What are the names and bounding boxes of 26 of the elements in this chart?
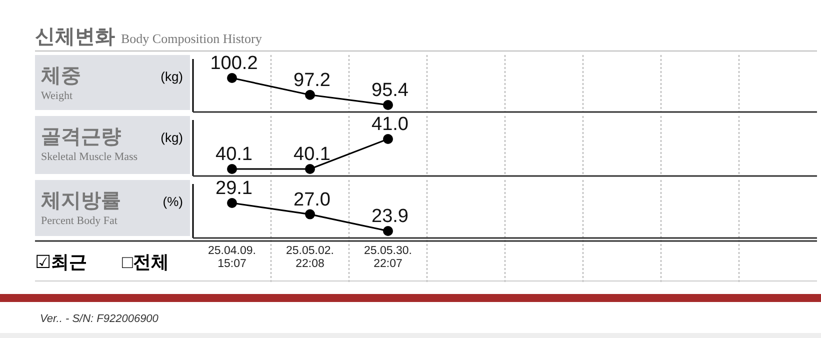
data-label: 29.1 <box>216 178 252 199</box>
y-axis-title: (kg) <box>160 130 183 145</box>
data-label: 100.2 <box>210 53 258 74</box>
text: Skeletal Muscle Mass <box>41 151 138 163</box>
y-axis-title: (%) <box>162 194 183 209</box>
data-label: 23.9 <box>372 206 408 227</box>
x-tick-label: 25.04.09. 15:07 <box>208 245 256 270</box>
chart-title: 골격근량 <box>41 126 121 148</box>
text: □전체 <box>122 252 169 272</box>
x-tick-label: 25.05.30. 22:07 <box>364 245 412 270</box>
data-label: 27.0 <box>294 189 330 210</box>
text: Percent Body Fat <box>41 215 118 227</box>
text: Weight <box>41 90 72 102</box>
x-tick-label: 25.05.02. 22:08 <box>286 245 334 270</box>
data-label: 40.1 <box>216 144 252 165</box>
y-axis-title: (kg) <box>160 69 183 84</box>
text: Body Composition History <box>121 31 262 46</box>
data-label: 95.4 <box>372 80 409 101</box>
text: ☑최근 <box>35 252 88 272</box>
chart-title: 체중 <box>40 65 81 87</box>
data-label: 41.0 <box>372 114 408 135</box>
text: Ver.. - S/N: F922006900 <box>40 313 160 325</box>
text: 신체변화 <box>35 26 115 48</box>
data-label: 97.2 <box>294 70 330 91</box>
chart-title: 체지방률 <box>40 190 121 212</box>
data-label: 40.1 <box>294 144 330 165</box>
